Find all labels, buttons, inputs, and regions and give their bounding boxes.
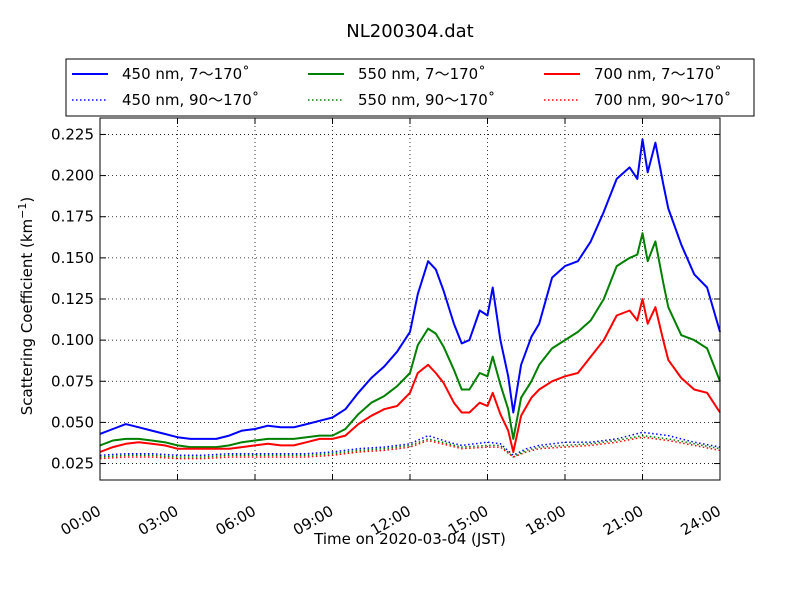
series-line-0: [99, 138, 721, 440]
series-line-5: [99, 436, 721, 460]
y-tick-label: 0.125: [51, 290, 94, 308]
series-line-2: [99, 232, 721, 449]
legend: 450 nm, 7～170˚ 450 nm, 90～170˚ 550 nm, 7～1…: [65, 58, 755, 117]
y-axis-label-end: ): [18, 197, 36, 203]
y-tick-label: 0.200: [51, 167, 94, 185]
series-line-3: [99, 434, 721, 458]
y-axis-label-main: Scattering Coefficient (km: [18, 219, 36, 415]
legend-box: [65, 58, 755, 117]
legend-label-0: 450 nm, 7～170˚: [122, 65, 250, 83]
series-line-4: [99, 298, 721, 453]
legend-label-5: 700 nm, 90～170˚: [594, 91, 731, 109]
y-tick-label: 0.050: [51, 413, 94, 431]
legend-label-3: 550 nm, 90～170˚: [358, 91, 495, 109]
legend-label-1: 450 nm, 90～170˚: [122, 91, 259, 109]
y-tick-label: 0.075: [51, 372, 94, 390]
y-tick-label: 0.225: [51, 125, 94, 143]
y-axis-label-sup: −1: [16, 203, 29, 219]
y-tick-label: 0.175: [51, 208, 94, 226]
chart-title: NL200304.dat: [346, 21, 473, 42]
series-layer: [99, 138, 721, 460]
legend-label-4: 700 nm, 7～170˚: [594, 65, 722, 83]
x-axis-label: Time on 2020-03-04 (JST): [313, 530, 506, 548]
y-axis-label: Scattering Coefficient (km−1): [16, 197, 36, 416]
y-axis: 0.025 0.050 0.075 0.100 0.125 0.150 0.175 0.200…: [51, 125, 720, 473]
y-tick-label: 0.150: [51, 249, 94, 267]
y-tick-label: 0.100: [51, 331, 94, 349]
legend-label-2: 550 nm, 7～170˚: [358, 65, 486, 83]
grid: [100, 118, 720, 480]
series-line-1: [99, 431, 721, 457]
y-tick-label: 0.025: [51, 455, 94, 473]
